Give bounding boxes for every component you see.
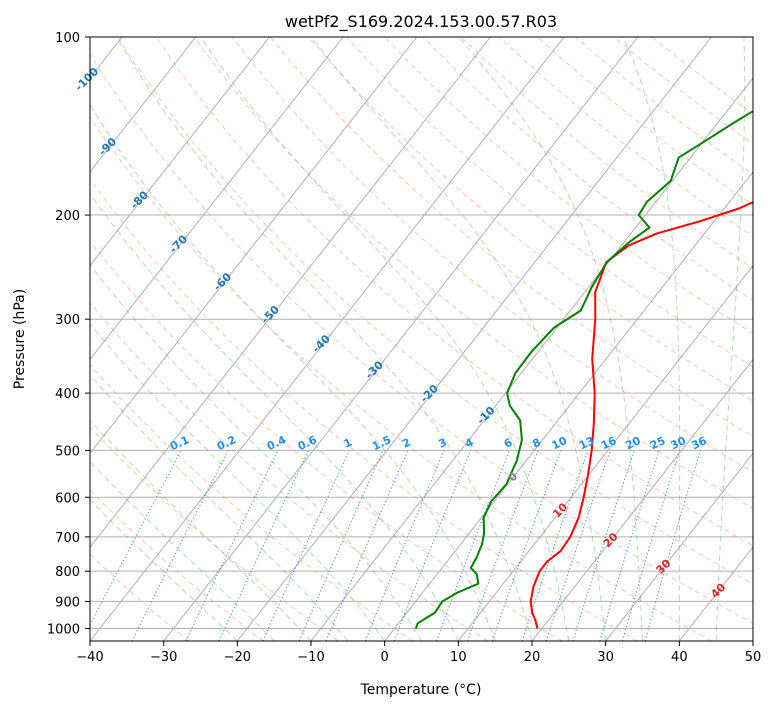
- chart-title: wetPf2_S169.2024.153.00.57.R03: [285, 12, 557, 32]
- y-tick-label: 700: [55, 531, 80, 546]
- y-tick-label: 400: [55, 387, 80, 402]
- x-tick-label: 30: [597, 650, 614, 665]
- y-tick-label: 600: [55, 491, 80, 506]
- y-axis-label: Pressure (hPa): [12, 289, 28, 389]
- y-tick-label: 500: [55, 444, 80, 459]
- x-tick-label: 20: [524, 650, 541, 665]
- y-tick-label: 100: [55, 31, 80, 46]
- y-tick-label: 800: [55, 565, 80, 580]
- x-tick-label: 40: [671, 650, 688, 665]
- x-tick-label: −40: [76, 650, 103, 665]
- x-tick-label: 0: [381, 650, 389, 665]
- x-tick-label: −20: [224, 650, 251, 665]
- y-tick-label: 200: [55, 209, 80, 224]
- y-tick-label: 300: [55, 313, 80, 328]
- x-tick-label: 50: [745, 650, 762, 665]
- x-tick-label: −10: [297, 650, 324, 665]
- x-axis-label: Temperature (°C): [360, 682, 482, 698]
- x-tick-label: −30: [150, 650, 177, 665]
- x-tick-label: 10: [450, 650, 467, 665]
- y-tick-label: 900: [55, 595, 80, 610]
- y-tick-label: 1000: [47, 622, 80, 637]
